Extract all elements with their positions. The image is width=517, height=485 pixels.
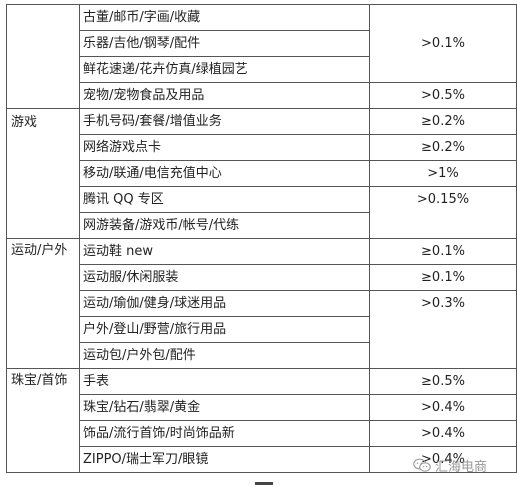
rate-cell: ≥0.5%: [369, 368, 517, 395]
item-cell: 鲜花速递/花卉仿真/绿植园艺: [79, 56, 370, 83]
table-row: 珠宝/钻石/翡翠/黄金 >0.4%: [7, 394, 517, 421]
item-cell: 运动/瑜伽/健身/球迷用品: [79, 290, 370, 317]
rate-cell: ≥0.2%: [369, 108, 517, 135]
item-cell: 饰品/流行首饰/时尚饰品新: [79, 420, 370, 447]
rate-cell: >0.15%: [369, 186, 517, 239]
category-cell: 珠宝/首饰: [6, 368, 80, 473]
item-cell: 户外/登山/野营/旅行用品: [79, 316, 370, 343]
rate-cell: >0.4%: [369, 420, 517, 447]
item-cell: 运动服/休闲服装: [79, 264, 370, 291]
table-row: ZIPPO/瑞士军刀/眼镜 >0.4%: [7, 446, 517, 473]
item-cell: 运动包/户外包/配件: [79, 342, 370, 369]
rate-cell: ≥0.1%: [369, 238, 517, 265]
rate-cell: >0.3%: [369, 290, 517, 369]
rate-cell: ≥0.1%: [369, 264, 517, 291]
category-cell: [6, 4, 80, 109]
item-cell: 古董/邮币/字画/收藏: [79, 4, 370, 31]
table-row: 鲜花速递/花卉仿真/绿植园艺: [7, 56, 517, 83]
item-cell: 网络游戏点卡: [79, 134, 370, 161]
item-cell: 网游装备/游戏币/帐号/代练: [79, 212, 370, 239]
rate-cell: >0.5%: [369, 82, 517, 109]
watermark-text: 汇海电商: [434, 460, 487, 475]
rate-cell: >0.4%: [369, 394, 517, 421]
table-row: 珠宝/首饰 手表 ≥0.5%: [6, 368, 517, 473]
commission-table: 古董/邮币/字画/收藏 >0.1% 乐器/吉他/钢琴/配件 鲜花速递/花卉仿真/…: [6, 4, 517, 473]
watermark: 汇海电商: [413, 456, 487, 475]
wechat-icon: [413, 458, 431, 472]
table-row: 腾讯 QQ 专区 >0.15%: [7, 186, 517, 239]
item-cell: 宠物/宠物食品及用品: [79, 82, 370, 109]
table-row: 乐器/吉他/钢琴/配件: [7, 30, 517, 57]
table-row: 游戏 手机号码/套餐/增值业务 ≥0.2%: [6, 108, 517, 239]
item-cell: 手机号码/套餐/增值业务: [79, 108, 370, 135]
table-row: 运动/户外 运动鞋 new ≥0.1%: [6, 238, 517, 369]
table-row: 古董/邮币/字画/收藏 >0.1%: [6, 4, 517, 109]
table-row: 户外/登山/野营/旅行用品: [7, 316, 517, 343]
category-cell: 运动/户外: [6, 238, 80, 369]
item-cell: 手表: [79, 368, 370, 395]
item-cell: 移动/联通/电信充值中心: [79, 160, 370, 187]
rate-cell: >0.4%: [369, 446, 517, 473]
item-cell: 乐器/吉他/钢琴/配件: [79, 30, 370, 57]
rate-cell: >0.1%: [369, 4, 517, 83]
item-cell: 腾讯 QQ 专区: [79, 186, 370, 213]
rate-cell: ≥0.2%: [369, 134, 517, 161]
table-row: 运动/瑜伽/健身/球迷用品 >0.3%: [7, 290, 517, 369]
table-row: 网络游戏点卡 ≥0.2%: [7, 134, 517, 161]
table-row: 移动/联通/电信充值中心 >1%: [7, 160, 517, 187]
item-cell: ZIPPO/瑞士军刀/眼镜: [79, 446, 370, 473]
table-row: 运动包/户外包/配件: [7, 342, 517, 369]
category-cell: 游戏: [6, 108, 80, 239]
rate-cell: >1%: [369, 160, 517, 187]
table-row: 运动服/休闲服装 ≥0.1%: [7, 264, 517, 291]
table-row: 宠物/宠物食品及用品 >0.5%: [7, 82, 517, 109]
item-cell: 珠宝/钻石/翡翠/黄金: [79, 394, 370, 421]
item-cell: 运动鞋 new: [79, 238, 370, 265]
divider: [255, 482, 273, 485]
table-row: 饰品/流行首饰/时尚饰品新 >0.4%: [7, 420, 517, 447]
